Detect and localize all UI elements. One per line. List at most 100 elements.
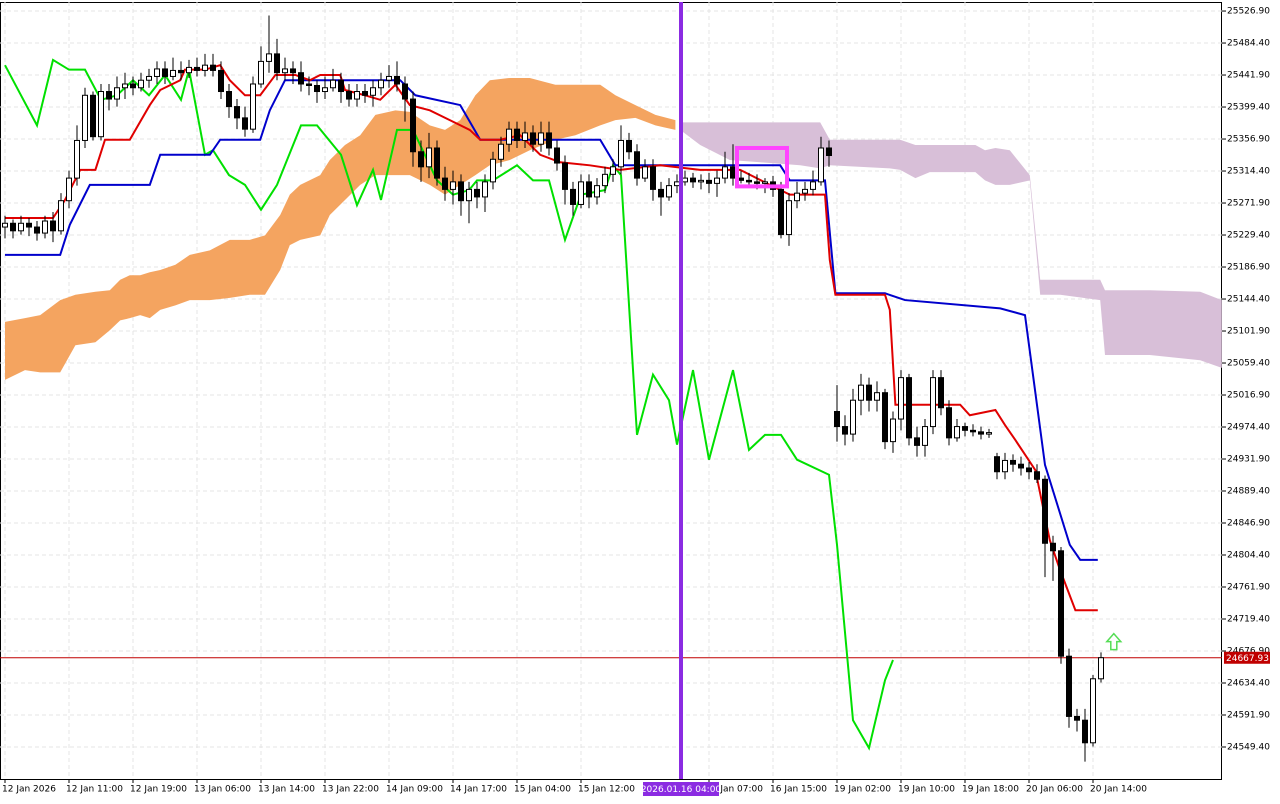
y-tick-label: 24549.40: [1227, 743, 1270, 753]
candle-body: [154, 68, 160, 77]
candle-body: [498, 143, 504, 160]
candle-body: [602, 173, 608, 187]
x-tick-label: 15 Jan 04:00: [514, 785, 571, 795]
candle-body: [546, 132, 552, 149]
candle-body: [586, 181, 592, 198]
signal-arrow: [1105, 632, 1123, 651]
candle-body: [906, 377, 912, 439]
candle-body: [922, 426, 928, 446]
x-tick-label: 20 Jan 06:00: [1026, 785, 1083, 795]
candle-body: [82, 94, 88, 141]
candle-body: [882, 392, 888, 443]
x-tick-label: 16 Jan 07:00: [706, 785, 763, 795]
candle-body: [490, 158, 496, 183]
y-tick-label: 24931.90: [1227, 455, 1270, 465]
candle-body: [666, 185, 672, 198]
candle-body: [378, 79, 384, 89]
candle-body: [850, 399, 856, 435]
candle-body: [178, 69, 184, 74]
candle-body: [26, 222, 32, 228]
candle-body: [754, 181, 760, 184]
candle-body: [786, 200, 792, 236]
candle-body: [138, 79, 144, 89]
candle-body: [170, 69, 176, 77]
y-tick-label: 25186.90: [1227, 263, 1270, 273]
y-tick-label: 24846.90: [1227, 519, 1270, 529]
candle-body: [930, 377, 936, 428]
candle-body: [738, 177, 744, 181]
candle-body: [122, 83, 128, 89]
candle-body: [386, 75, 392, 81]
y-tick-label: 25526.90: [1227, 7, 1270, 17]
x-tick-label: 14 Jan 09:00: [386, 785, 443, 795]
candle-body: [106, 91, 112, 100]
candle-body: [210, 64, 216, 71]
x-tick-label: 19 Jan 02:00: [834, 785, 891, 795]
candle-body: [954, 426, 960, 439]
y-tick-label: 25229.40: [1227, 231, 1270, 241]
candle-body: [514, 128, 520, 141]
current-price-label: 24667.93: [1226, 654, 1269, 664]
candle-body: [810, 181, 816, 190]
candle-body: [914, 437, 920, 446]
candle-body: [1090, 678, 1096, 744]
candle-body: [146, 75, 152, 81]
y-tick-label: 24719.40: [1227, 615, 1270, 625]
y-tick-label: 24634.40: [1227, 679, 1270, 689]
candle-body: [338, 79, 344, 93]
candle-body: [594, 185, 600, 198]
candle-body: [314, 84, 320, 93]
candle-body: [2, 222, 8, 228]
candle-body: [698, 179, 704, 183]
candle-body: [474, 188, 480, 198]
candle-body: [570, 188, 576, 205]
y-tick-label: 25314.40: [1227, 167, 1270, 177]
y-tick-label: 25059.40: [1227, 359, 1270, 369]
candle-body: [538, 132, 544, 145]
y-tick-label: 25484.40: [1227, 39, 1270, 49]
x-tick-label: 19 Jan 18:00: [962, 785, 1019, 795]
candle-body: [218, 69, 224, 93]
y-tick-label: 24889.40: [1227, 487, 1270, 497]
candle-body: [114, 87, 120, 100]
crosshair-label: 2026.01.16 04:00: [641, 785, 722, 795]
candle-body: [1058, 550, 1064, 657]
y-tick-label: 24974.40: [1227, 423, 1270, 433]
candle-body: [962, 426, 968, 431]
candle-body: [458, 181, 464, 202]
candle-body: [402, 83, 408, 100]
candle-body: [410, 98, 416, 153]
candle-body: [674, 181, 680, 187]
candle-body: [986, 432, 992, 435]
candle-body: [634, 151, 640, 179]
candle-body: [826, 147, 832, 157]
candle-body: [626, 139, 632, 153]
candle-body: [1018, 463, 1024, 469]
candle-body: [1002, 459, 1008, 473]
candle-body: [522, 132, 528, 141]
candle-body: [234, 106, 240, 119]
candle-body: [418, 151, 424, 168]
x-tick-label: 13 Jan 14:00: [258, 785, 315, 795]
candle-body: [58, 200, 64, 232]
candle-body: [898, 377, 904, 420]
candle-body: [202, 64, 208, 71]
candle-body: [266, 53, 272, 62]
candle-body: [442, 177, 448, 190]
candle-body: [778, 188, 784, 236]
candle-body: [66, 177, 72, 202]
candle-body: [690, 177, 696, 183]
candle-body: [562, 162, 568, 190]
candle-body: [450, 181, 456, 190]
candle-body: [362, 91, 368, 96]
x-tick-label: 20 Jan 14:00: [1090, 785, 1147, 795]
candle-body: [186, 66, 192, 74]
candle-body: [354, 91, 360, 100]
x-tick-label: 13 Jan 22:00: [322, 785, 379, 795]
y-tick-label: 25441.90: [1227, 71, 1270, 81]
candle-body: [162, 68, 168, 77]
candle-body: [842, 426, 848, 435]
candle-body: [18, 222, 24, 232]
candle-body: [434, 147, 440, 179]
candle-body: [1034, 471, 1040, 480]
